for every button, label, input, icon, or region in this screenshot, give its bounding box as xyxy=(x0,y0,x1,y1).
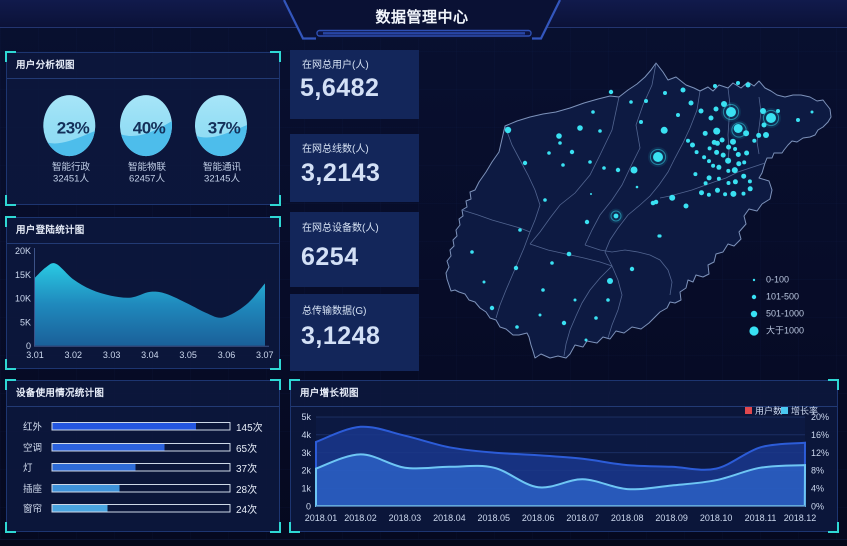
svg-text:501-1000: 501-1000 xyxy=(766,309,804,319)
svg-text:2018.04: 2018.04 xyxy=(433,513,466,523)
svg-text:10K: 10K xyxy=(15,294,31,304)
svg-text:大于1000: 大于1000 xyxy=(766,325,804,336)
svg-text:增长率: 增长率 xyxy=(791,405,818,416)
svg-text:3.06: 3.06 xyxy=(218,350,236,360)
svg-text:145次: 145次 xyxy=(236,421,263,434)
svg-text:40%: 40% xyxy=(133,119,166,138)
svg-text:2018.12: 2018.12 xyxy=(784,513,817,523)
svg-text:62457人: 62457人 xyxy=(129,174,165,185)
svg-text:32145人: 32145人 xyxy=(204,174,240,185)
svg-text:2018.03: 2018.03 xyxy=(389,513,422,523)
svg-text:智能通讯: 智能通讯 xyxy=(203,161,242,173)
svg-text:2018.07: 2018.07 xyxy=(566,513,599,523)
svg-text:1k: 1k xyxy=(301,484,311,494)
svg-text:2018.08: 2018.08 xyxy=(611,513,644,523)
svg-text:3k: 3k xyxy=(301,448,311,458)
svg-text:3.04: 3.04 xyxy=(141,350,159,360)
svg-text:20%: 20% xyxy=(811,412,829,422)
svg-text:0-100: 0-100 xyxy=(766,275,789,285)
svg-text:23%: 23% xyxy=(57,119,90,138)
svg-text:2018.05: 2018.05 xyxy=(478,513,511,523)
svg-text:8%: 8% xyxy=(811,466,824,476)
svg-text:4k: 4k xyxy=(301,430,311,440)
svg-text:智能行政: 智能行政 xyxy=(52,161,91,173)
svg-text:3.07: 3.07 xyxy=(256,350,274,360)
svg-text:3.02: 3.02 xyxy=(65,350,83,360)
svg-text:2018.02: 2018.02 xyxy=(344,513,377,523)
svg-text:窗帘: 窗帘 xyxy=(23,503,42,515)
svg-text:32451人: 32451人 xyxy=(53,174,89,185)
svg-text:24次: 24次 xyxy=(236,503,257,516)
svg-text:28次: 28次 xyxy=(236,483,257,496)
svg-text:16%: 16% xyxy=(811,430,829,440)
svg-text:2018.11: 2018.11 xyxy=(745,513,777,523)
svg-text:101-500: 101-500 xyxy=(766,292,799,302)
svg-text:37%: 37% xyxy=(208,119,241,138)
svg-text:2018.01: 2018.01 xyxy=(305,513,338,523)
svg-text:插座: 插座 xyxy=(23,483,43,495)
svg-text:2018.06: 2018.06 xyxy=(522,513,555,523)
svg-text:20K: 20K xyxy=(15,246,31,256)
svg-text:0: 0 xyxy=(306,502,311,512)
svg-text:3.05: 3.05 xyxy=(179,350,197,360)
svg-text:红外: 红外 xyxy=(23,421,43,433)
svg-text:37次: 37次 xyxy=(236,462,257,475)
svg-text:2018.09: 2018.09 xyxy=(655,513,688,523)
svg-text:12%: 12% xyxy=(811,448,829,458)
svg-text:空调: 空调 xyxy=(23,442,42,454)
svg-text:4%: 4% xyxy=(811,484,824,494)
svg-text:5K: 5K xyxy=(20,317,31,327)
svg-text:0%: 0% xyxy=(811,502,824,512)
svg-text:5k: 5k xyxy=(301,412,311,422)
svg-text:2018.10: 2018.10 xyxy=(700,513,733,523)
svg-text:3.03: 3.03 xyxy=(103,350,121,360)
svg-text:15K: 15K xyxy=(15,270,31,280)
svg-text:智能物联: 智能物联 xyxy=(128,161,167,173)
svg-text:用户数: 用户数 xyxy=(755,405,782,416)
svg-text:2k: 2k xyxy=(301,466,311,476)
svg-text:0: 0 xyxy=(26,341,31,351)
svg-text:65次: 65次 xyxy=(236,442,257,455)
svg-text:3.01: 3.01 xyxy=(26,350,44,360)
svg-text:灯: 灯 xyxy=(23,463,33,474)
